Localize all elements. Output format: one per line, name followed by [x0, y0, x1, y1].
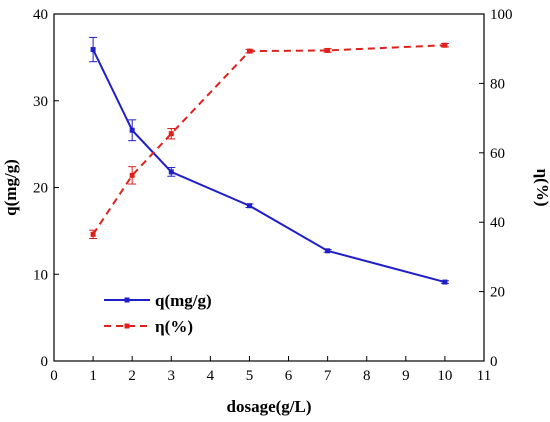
x-axis-title: dosage(g/L)	[227, 397, 312, 416]
legend: q(mg/g) η(%)	[104, 291, 212, 336]
y-axis-right: 0 20 40 60 80 100	[479, 7, 513, 370]
data-point	[325, 248, 331, 254]
x-tick-label: 8	[363, 368, 371, 384]
y-right-tick-label: 60	[490, 146, 505, 162]
series-line	[92, 49, 446, 284]
series-line	[92, 44, 445, 235]
x-tick-label: 2	[128, 368, 136, 384]
y-left-tick-label: 40	[33, 7, 48, 23]
data-point	[325, 47, 331, 53]
x-tick-label: 4	[207, 368, 215, 384]
plot-area-border	[53, 13, 485, 362]
plot-frame	[53, 13, 485, 362]
data-point	[129, 127, 135, 133]
data-point	[90, 231, 96, 237]
data-point	[168, 131, 174, 137]
y-axis-left: 0 10 20 30 40	[33, 7, 59, 370]
data-point	[90, 47, 96, 53]
legend-label-q: q(mg/g)	[155, 291, 212, 310]
legend-marker-q	[124, 297, 130, 303]
x-tick-label: 9	[402, 368, 410, 384]
x-tick-label: 3	[168, 368, 176, 384]
y-axis-left-title: q(mg/g)	[1, 159, 20, 216]
x-tick-label: 7	[324, 368, 332, 384]
x-tick-label: 10	[437, 368, 452, 384]
x-tick-label: 5	[246, 368, 254, 384]
x-axis: 0 1 2 3 4 5 6 7 8 9 10 11	[50, 356, 491, 384]
x-tick-label: 11	[477, 368, 491, 384]
y-right-tick-label: 20	[490, 285, 505, 301]
y-axis-right-title: η(%)	[533, 169, 550, 207]
data-point	[246, 203, 252, 209]
legend-label-eta: η(%)	[155, 317, 193, 336]
data-point	[442, 42, 448, 48]
data-point	[168, 169, 174, 175]
x-tick-label: 1	[89, 368, 97, 384]
y-right-tick-label: 80	[490, 76, 505, 92]
y-left-tick-label: 0	[41, 354, 49, 370]
y-left-tick-label: 30	[33, 94, 48, 110]
data-point	[442, 279, 448, 285]
y-right-tick-label: 0	[490, 354, 498, 370]
series-eta	[89, 42, 449, 240]
series-q	[89, 36, 449, 285]
x-tick-label: 6	[285, 368, 293, 384]
y-left-tick-label: 20	[33, 181, 48, 197]
y-right-tick-label: 40	[490, 215, 505, 231]
series-layer	[89, 36, 449, 285]
legend-marker-eta	[124, 323, 130, 329]
y-left-tick-label: 10	[33, 267, 48, 283]
data-point	[246, 48, 252, 54]
x-tick-label: 0	[50, 368, 58, 384]
y-right-tick-label: 100	[490, 7, 513, 23]
data-point	[129, 172, 135, 178]
